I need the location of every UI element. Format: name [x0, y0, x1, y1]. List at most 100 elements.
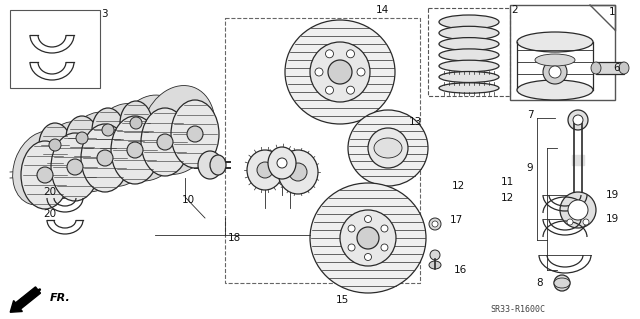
Text: 18: 18 [227, 233, 241, 243]
Circle shape [326, 86, 333, 94]
Ellipse shape [278, 150, 318, 194]
Circle shape [157, 134, 173, 150]
Circle shape [346, 86, 355, 94]
Ellipse shape [141, 108, 189, 176]
Text: 10: 10 [181, 195, 195, 205]
Text: 7: 7 [527, 110, 533, 120]
Ellipse shape [141, 85, 215, 174]
Ellipse shape [88, 104, 156, 186]
Ellipse shape [439, 49, 499, 61]
Text: 19: 19 [605, 214, 619, 224]
Circle shape [326, 50, 333, 58]
Circle shape [543, 60, 567, 84]
Circle shape [429, 218, 441, 230]
Ellipse shape [171, 100, 219, 168]
Ellipse shape [13, 131, 71, 205]
Circle shape [549, 66, 561, 78]
Ellipse shape [92, 108, 124, 152]
Ellipse shape [198, 151, 222, 179]
Ellipse shape [439, 83, 499, 93]
Circle shape [97, 150, 113, 166]
Circle shape [583, 219, 589, 225]
Ellipse shape [51, 133, 99, 201]
Circle shape [381, 244, 388, 251]
Ellipse shape [120, 101, 152, 145]
Circle shape [381, 225, 388, 232]
Circle shape [357, 68, 365, 76]
Ellipse shape [439, 38, 499, 50]
Circle shape [432, 221, 438, 227]
Circle shape [430, 250, 440, 260]
Ellipse shape [39, 123, 71, 167]
Circle shape [289, 163, 307, 181]
Circle shape [567, 219, 573, 225]
Ellipse shape [268, 147, 296, 179]
Ellipse shape [247, 150, 283, 190]
Circle shape [568, 200, 588, 220]
Bar [428, 8, 510, 96]
Bar [10, 10, 100, 88]
Ellipse shape [619, 62, 629, 74]
Circle shape [277, 158, 287, 168]
Text: 9: 9 [527, 163, 533, 173]
Ellipse shape [439, 60, 499, 72]
Circle shape [558, 279, 566, 287]
Text: SR33-R1600C: SR33-R1600C [490, 306, 545, 315]
Text: 3: 3 [100, 9, 108, 19]
Text: 20: 20 [44, 209, 56, 219]
Text: 17: 17 [449, 215, 463, 225]
Circle shape [346, 50, 355, 58]
Circle shape [357, 227, 379, 249]
Ellipse shape [348, 110, 428, 186]
Bar [225, 18, 420, 283]
Text: 14: 14 [376, 5, 388, 15]
Ellipse shape [63, 112, 127, 192]
Ellipse shape [115, 95, 186, 181]
Ellipse shape [111, 116, 159, 184]
Ellipse shape [439, 71, 499, 83]
Circle shape [554, 275, 570, 291]
Circle shape [49, 139, 61, 151]
Circle shape [340, 210, 396, 266]
Circle shape [102, 124, 114, 136]
Circle shape [187, 126, 203, 142]
Text: 13: 13 [408, 117, 422, 127]
Bar [596, 62, 624, 74]
Circle shape [76, 132, 88, 144]
Circle shape [365, 254, 371, 261]
Text: 15: 15 [335, 295, 349, 305]
Text: FR.: FR. [50, 293, 71, 303]
Circle shape [67, 159, 83, 175]
FancyArrow shape [10, 287, 40, 312]
Text: 11: 11 [500, 177, 514, 187]
Text: 12: 12 [451, 181, 465, 191]
Ellipse shape [81, 124, 129, 192]
Ellipse shape [554, 278, 570, 288]
Text: 20: 20 [44, 187, 56, 197]
Circle shape [257, 162, 273, 178]
Ellipse shape [210, 155, 226, 175]
Text: 2: 2 [512, 5, 518, 15]
Ellipse shape [285, 20, 395, 124]
Text: 19: 19 [605, 190, 619, 200]
Text: 8: 8 [537, 278, 543, 288]
Circle shape [348, 244, 355, 251]
Ellipse shape [439, 26, 499, 40]
Circle shape [379, 139, 397, 157]
Circle shape [568, 110, 588, 130]
Circle shape [365, 216, 371, 222]
Circle shape [348, 225, 355, 232]
Ellipse shape [429, 261, 441, 269]
Ellipse shape [374, 138, 402, 158]
Ellipse shape [517, 80, 593, 100]
Ellipse shape [66, 116, 98, 160]
Ellipse shape [517, 32, 593, 52]
Circle shape [127, 142, 143, 158]
Ellipse shape [37, 122, 99, 198]
Text: 16: 16 [453, 265, 467, 275]
Ellipse shape [21, 141, 69, 209]
Text: 1: 1 [609, 7, 615, 17]
Circle shape [328, 60, 352, 84]
Ellipse shape [439, 15, 499, 29]
Text: 12: 12 [500, 193, 514, 203]
